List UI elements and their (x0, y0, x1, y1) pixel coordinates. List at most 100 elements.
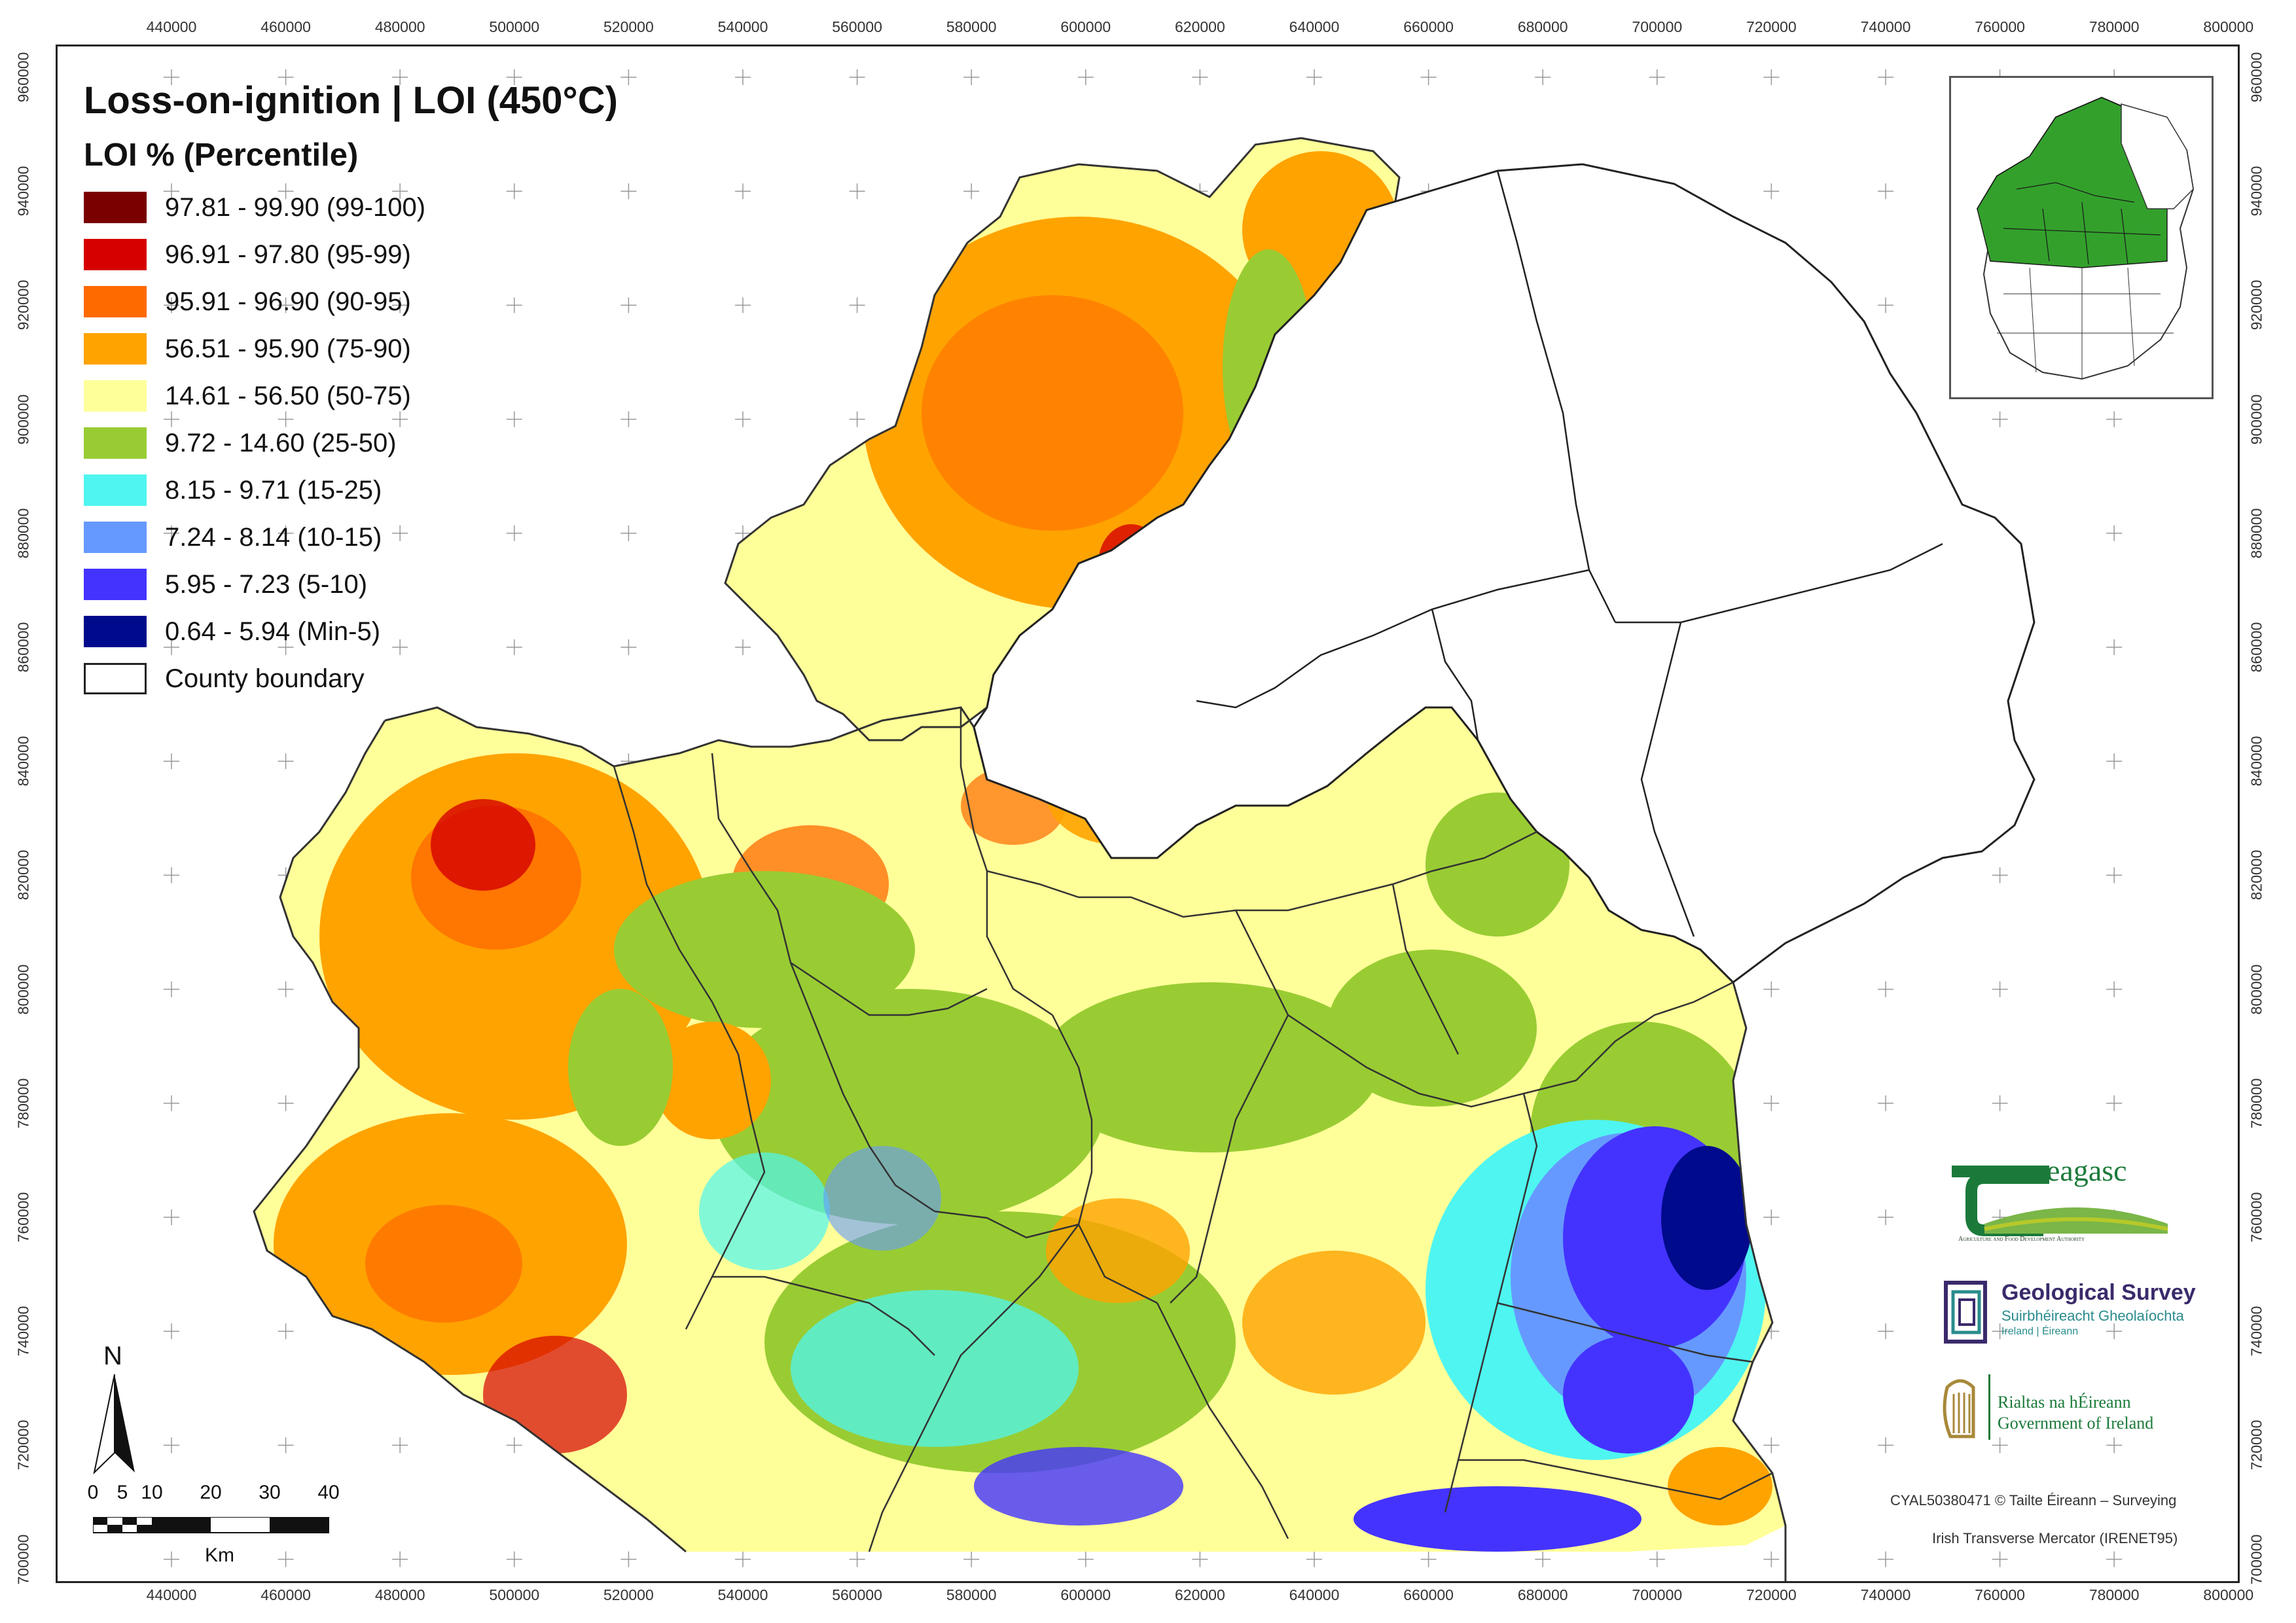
x-tick-label: 680000 (1517, 18, 1568, 35)
legend-label: 97.81 - 99.90 (99-100) (165, 192, 426, 222)
grid-cross (1763, 981, 1780, 997)
legend-row: 9.72 - 14.60 (25-50) (84, 419, 618, 467)
x-tick-label: 520000 (603, 18, 654, 35)
soil-raster (254, 138, 1785, 1552)
grid-cross (164, 867, 179, 883)
grid-cross (278, 411, 294, 427)
grid-cross (2106, 1095, 2123, 1111)
teagasc-logo-graphic (1952, 1166, 2168, 1236)
grid-cross (849, 183, 865, 200)
map-frame (56, 45, 2240, 1583)
y-tick-label: 820000 (2248, 850, 2265, 901)
legend: Loss-on-ignition | LOI (450°C) LOI % (Pe… (84, 79, 618, 702)
grid-cross (278, 981, 294, 997)
scale-tick-label: 5 (117, 1482, 128, 1503)
grid-cross (506, 297, 522, 313)
x-tick-label: 740000 (1860, 1586, 1911, 1603)
y-tick-label: 720000 (14, 1420, 32, 1471)
grid-cross (735, 639, 751, 655)
y-tick-label: 940000 (2248, 166, 2265, 217)
grid-cross (1420, 69, 1437, 85)
legend-row: 96.91 - 97.80 (95-99) (84, 231, 618, 278)
grid-cross (392, 183, 408, 200)
gov-logo: Rialtas na hÉireann Government of Irelan… (1937, 1374, 2199, 1453)
grid-cross (1878, 297, 1893, 313)
north-label: N (103, 1342, 122, 1370)
legend-label: 7.24 - 8.14 (10-15) (165, 522, 382, 552)
grid-cross (392, 1551, 408, 1567)
legend-row: 56.51 - 95.90 (75-90) (84, 325, 618, 372)
x-tick-label: 440000 (146, 18, 197, 35)
legend-swatch (84, 427, 147, 459)
legend-row: 95.91 - 96.90 (90-95) (84, 278, 618, 325)
grid-cross (164, 1551, 179, 1567)
x-tick-label: 600000 (1060, 18, 1111, 35)
grid-cross (164, 1437, 179, 1454)
grid-cross (735, 525, 751, 541)
x-tick-label: 660000 (1403, 1586, 1454, 1603)
grid-cross (164, 639, 179, 655)
grid-cross (1878, 1437, 1893, 1454)
legend-label: 8.15 - 9.71 (15-25) (165, 475, 382, 505)
grid-cross (735, 411, 751, 427)
x-tick-label: 560000 (832, 1586, 882, 1603)
grid-cross (620, 183, 637, 200)
grid-cross (1878, 1095, 1893, 1111)
grid-cross (506, 639, 522, 655)
grid-cross (392, 411, 408, 427)
grid-cross (1192, 1551, 1208, 1567)
scale-unit: Km (205, 1544, 234, 1566)
legend-swatch (84, 380, 147, 412)
scale-tick-label: 10 (141, 1482, 163, 1503)
grid-cross (1763, 183, 1780, 200)
grid-cross (278, 1437, 294, 1454)
grid-cross (164, 1209, 179, 1225)
gov-english: Government of Ireland (1998, 1414, 2154, 1433)
legend-row: 5.95 - 7.23 (5-10) (84, 561, 618, 608)
grid-cross (1649, 69, 1665, 85)
y-tick-label: 700000 (14, 1534, 32, 1584)
y-tick-label: 860000 (2248, 622, 2265, 673)
grid-cross (164, 183, 179, 200)
grid-cross (1878, 183, 1893, 200)
legend-swatch (84, 192, 147, 223)
grid-cross (1077, 69, 1094, 85)
legend-items: 97.81 - 99.90 (99-100) 96.91 - 97.80 (95-… (84, 184, 618, 702)
grid-cross (1878, 1323, 1893, 1340)
grid-cross (735, 69, 751, 85)
grid-cross (278, 297, 294, 313)
x-tick-label: 660000 (1403, 18, 1454, 35)
grid-cross (2106, 1323, 2123, 1340)
x-tick-label: 480000 (374, 1586, 425, 1603)
legend-row: 97.81 - 99.90 (99-100) (84, 184, 618, 231)
grid-cross (2106, 981, 2123, 997)
y-tick-label: 720000 (2248, 1420, 2265, 1471)
x-tick-label: 800000 (2203, 1586, 2254, 1603)
grid-cross (1649, 1551, 1665, 1567)
grid-cross (278, 753, 294, 770)
map-title: Loss-on-ignition | LOI (450°C) (84, 79, 618, 122)
grid-cross (1192, 69, 1208, 85)
x-tick-label: 800000 (2203, 18, 2254, 35)
grid-cross (164, 525, 179, 541)
x-tick-label: 520000 (603, 1586, 654, 1603)
grid-cross (1306, 1551, 1322, 1567)
grid-cross (2106, 1551, 2123, 1567)
grid-cross (1878, 69, 1893, 85)
legend-swatch (84, 333, 147, 365)
grid-cross (1763, 1551, 1780, 1567)
grid-cross (620, 411, 637, 427)
grid-cross (278, 639, 294, 655)
legend-row: 8.15 - 9.71 (15-25) (84, 467, 618, 514)
grid-cross (392, 639, 408, 655)
y-tick-label: 860000 (14, 622, 32, 673)
projection-credit: Irish Transverse Mercator (IRENET95) (1932, 1530, 2178, 1546)
grid-cross (2106, 525, 2123, 541)
x-tick-label: 760000 (1975, 18, 2025, 35)
legend-row: 0.64 - 5.94 (Min-5) (84, 608, 618, 655)
x-tick-label: 620000 (1175, 1586, 1225, 1603)
study-area (1977, 97, 2168, 268)
coastline-west (253, 720, 687, 1553)
grid-cross (164, 1323, 179, 1340)
grid-cross (1992, 1323, 2008, 1340)
